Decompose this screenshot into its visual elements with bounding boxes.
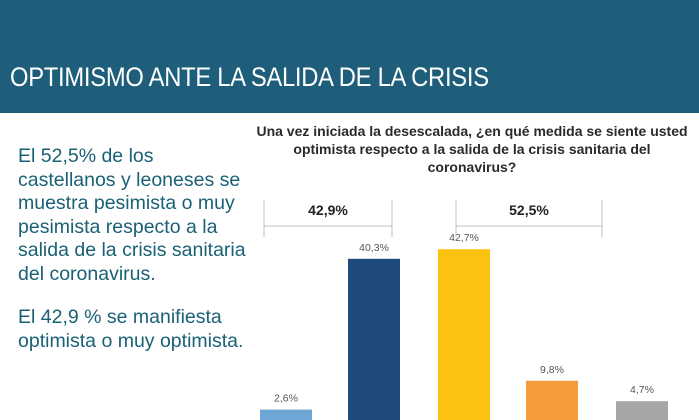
- bar-value-label-2: 40,3%: [359, 242, 389, 254]
- group-total-label-2: 52,5%: [509, 202, 549, 218]
- summary-text: El 52,5% de los castellanos y leoneses s…: [18, 145, 248, 373]
- bar-value-label-5: 4,7%: [630, 384, 654, 396]
- bar-2: [348, 258, 400, 420]
- page-title: OPTIMISMO ANTE LA SALIDA DE LA CRISIS: [10, 62, 489, 92]
- bar-value-label-4: 9,8%: [540, 364, 564, 376]
- bar-value-label-3: 42,7%: [449, 232, 479, 244]
- bar-value-label-1: 2,6%: [274, 393, 298, 405]
- group-bracket-2: [455, 200, 603, 237]
- chart-title: Una vez iniciada la desescalada, ¿en qué…: [256, 123, 688, 175]
- group-bracket-1: [263, 200, 393, 237]
- bar-3: [438, 249, 490, 420]
- group-total-label-1: 42,9%: [308, 202, 348, 218]
- summary-optimism: El 42,9 % se manifiesta optimista o muy …: [18, 306, 244, 352]
- bar-5: [616, 401, 668, 420]
- bar-4: [526, 380, 578, 420]
- bar-1: [260, 409, 312, 420]
- header-bar: OPTIMISMO ANTE LA SALIDA DE LA CRISIS: [0, 0, 699, 113]
- summary-pessimism: El 52,5% de los castellanos y leoneses s…: [18, 145, 246, 285]
